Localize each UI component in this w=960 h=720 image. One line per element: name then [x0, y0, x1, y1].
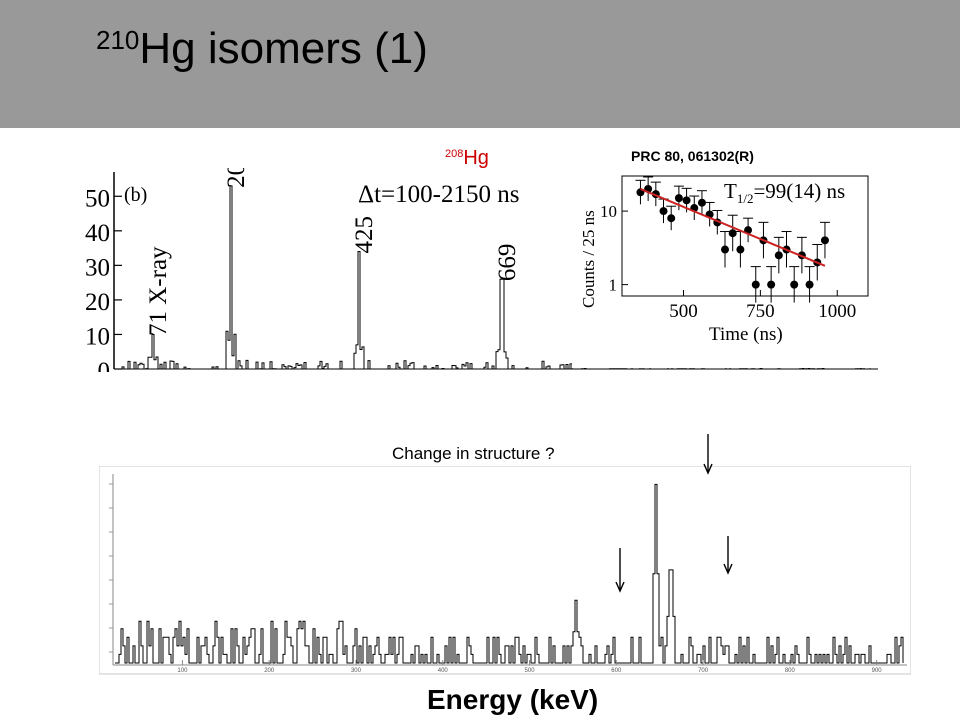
title-mass-number: 210	[96, 25, 140, 55]
arrow-icon-645	[703, 434, 713, 475]
inset-data-point	[774, 251, 783, 260]
inset-data-point	[674, 194, 683, 203]
panel-label-b: (b)	[124, 184, 147, 206]
bottom-x-tick-label: 500	[525, 668, 536, 674]
arrow-icon-553	[615, 548, 625, 593]
bottom-x-tick-label: 700	[698, 668, 709, 674]
inset-data-point	[721, 245, 730, 254]
top-y-tick-label: 10	[85, 323, 110, 350]
peak-label-669: 669	[494, 244, 521, 282]
title-text: Hg isomers (1)	[139, 24, 428, 73]
inset-x-tick-label: 1000	[818, 301, 856, 322]
inset-data-point	[767, 280, 776, 289]
inset-y-tick-label: 1	[609, 276, 618, 295]
inset-data-point	[659, 207, 668, 216]
inset-fit-line	[640, 188, 826, 267]
top-y-tick-label: 30	[85, 254, 110, 281]
peak-label-71-X-ray: 71 X-ray	[145, 246, 172, 336]
inset-data-point	[751, 280, 760, 289]
bottom-x-tick-label: 100	[177, 668, 188, 674]
peak-label-425: 425	[351, 216, 378, 254]
inset-data-point	[820, 236, 829, 245]
bottom-x-tick-label: 900	[872, 668, 883, 674]
reference-label: PRC 80, 061302(R)	[631, 148, 754, 164]
inset-half-life: T1/2=99(14) ns	[724, 179, 845, 206]
spectrum-210hg: 100 200 300 400 500 600 700 800 900	[99, 466, 911, 675]
peak-arrows	[615, 434, 733, 593]
bottom-x-tick-label: 600	[611, 668, 622, 674]
spectrum-208hg: 0 10 20 30 40 50 71 X-ray 203 425 669 (b) Δt=100…	[85, 168, 878, 372]
inset-data-point	[697, 198, 706, 207]
top-y-tick-label: 0	[98, 358, 111, 372]
arrow-icon-662	[723, 536, 733, 575]
peak-label-203: 203	[223, 168, 250, 188]
inset-data-point	[728, 229, 737, 238]
isotope-208-mass: 208	[445, 148, 464, 160]
inset-data-point	[805, 280, 814, 289]
bottom-x-tick-label: 200	[264, 668, 275, 674]
page-title: 210Hg isomers (1)	[96, 24, 428, 74]
inset-data-point	[682, 196, 691, 205]
title-bar	[0, 0, 960, 128]
inset-y-tick-label: 10	[600, 202, 617, 221]
inset-x-axis-label: Time (ns)	[709, 324, 783, 345]
spectrum-210hg-trace	[115, 483, 904, 664]
isotope-208-symbol: Hg	[463, 147, 489, 169]
change-in-structure-label: Change in structure ?	[392, 444, 555, 463]
inset-y-axis-label: Counts / 25 ns	[579, 210, 598, 308]
spectrum-208hg-trace	[118, 185, 871, 370]
top-y-tick-label: 50	[85, 185, 110, 212]
time-window-annotation: Δt=100-2150 ns	[358, 181, 519, 208]
inset-data-point	[667, 214, 676, 223]
top-y-tick-label: 20	[85, 289, 110, 316]
inset-x-tick-label: 500	[669, 301, 698, 322]
inset-x-tick-label: 750	[746, 301, 775, 322]
energy-axis-label: Energy (keV)	[427, 684, 599, 715]
inset-data-point	[790, 280, 799, 289]
inset-data-point	[736, 245, 745, 254]
bottom-x-tick-label: 400	[438, 668, 449, 674]
top-y-tick-label: 40	[85, 220, 110, 247]
isotope-208-label: 208Hg	[445, 147, 489, 170]
bottom-x-tick-label: 800	[785, 668, 796, 674]
bottom-x-tick-label: 300	[351, 668, 362, 674]
